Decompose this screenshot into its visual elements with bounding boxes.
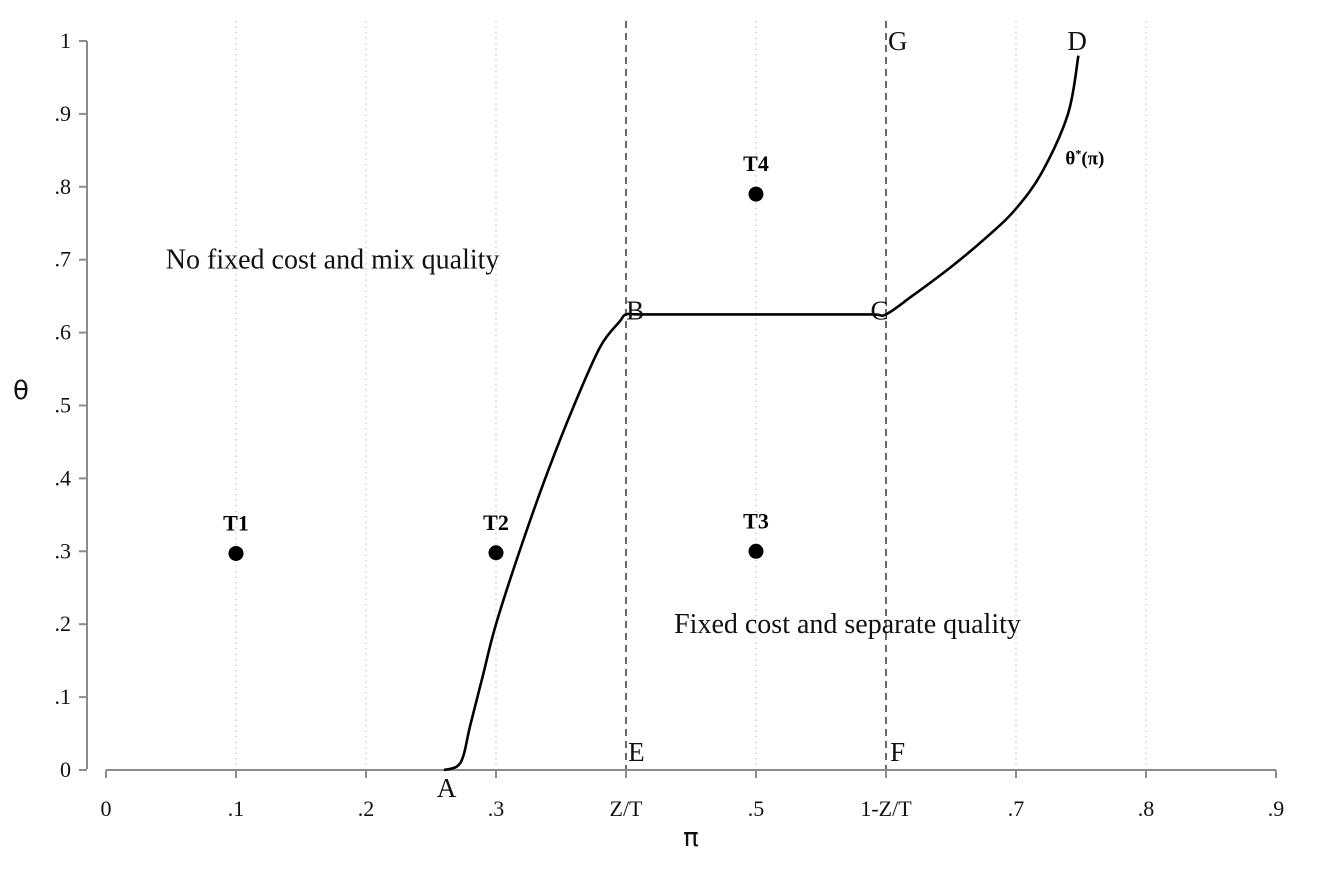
y-tick-label-4: .4 [55,465,72,490]
y-tick-label-8: .8 [55,174,72,199]
y-axis-title: θ [13,376,29,406]
y-tick-label-0: 0 [60,757,71,782]
point-label-t3: T3 [743,508,769,533]
grid-layer [235,21,1147,770]
letter-label-g: G [888,26,908,56]
region-label-no-fixed-cost: No fixed cost and mix quality [166,245,500,276]
y-tick-label-10: 1 [60,28,71,53]
x-tick-label-7: .7 [1008,796,1025,821]
y-tick-label-1: .1 [55,684,72,709]
point-t3 [748,543,764,559]
letter-label-a: A [437,773,457,803]
y-tick-label-5: .5 [55,393,72,418]
x-tick-label-9: .9 [1268,796,1285,821]
point-t2 [488,545,504,561]
letter-label-b: B [626,296,644,326]
point-label-t4: T4 [743,151,769,176]
x-axis-title: π [683,823,699,853]
x-ticks: 0 .1 .2 .3 Z/T .5 1-Z/T .7 .8 .9 [101,770,1285,821]
y-ticks: 0 .1 .2 .3 .4 .5 .6 .7 .8 .9 1 [55,28,87,782]
x-tick-label-0: 0 [101,796,112,821]
x-tick-label-1: .1 [228,796,245,821]
x-tick-label-8: .8 [1138,796,1155,821]
reference-lines [625,21,887,770]
letter-labels: A B C D E F G [437,26,1087,803]
y-tick-label-6: .6 [55,320,72,345]
point-label-t2: T2 [483,510,509,535]
theta-star-curve [443,55,1080,772]
points: T1 T2 T3 T4 [223,151,769,561]
y-tick-label-7: .7 [55,247,72,272]
x-tick-label-2: .2 [358,796,375,821]
y-tick-label-2: .2 [55,611,72,636]
x-tick-label-4: Z/T [610,796,644,821]
curve-label-theta-star: θ*(π) [1065,147,1104,170]
y-tick-label-9: .9 [55,101,72,126]
point-t1 [228,545,244,561]
point-label-t1: T1 [223,510,249,535]
x-tick-label-3: .3 [488,796,505,821]
y-tick-label-3: .3 [55,538,72,563]
x-tick-label-6: 1-Z/T [860,796,912,821]
letter-label-e: E [628,737,645,767]
letter-label-f: F [890,737,905,767]
x-tick-label-5: .5 [748,796,765,821]
point-t4 [748,186,764,202]
letter-label-d: D [1067,26,1087,56]
letter-label-c: C [870,296,888,326]
region-label-fixed-cost: Fixed cost and separate quality [674,609,1021,640]
